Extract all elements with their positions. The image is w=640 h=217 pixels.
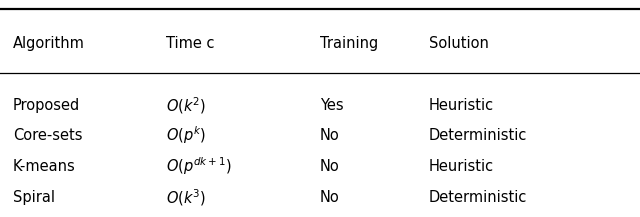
Text: Algorithm: Algorithm [13,36,84,51]
Text: Solution: Solution [429,36,489,51]
Text: $\mathit{O}(p^k)$: $\mathit{O}(p^k)$ [166,125,207,146]
Text: No: No [320,190,340,205]
Text: $\mathit{O}(k^3)$: $\mathit{O}(k^3)$ [166,187,207,208]
Text: Spiral: Spiral [13,190,55,205]
Text: Heuristic: Heuristic [429,158,494,174]
Text: Training: Training [320,36,378,51]
Text: $\mathit{O}(p^{dk+1})$: $\mathit{O}(p^{dk+1})$ [166,155,232,177]
Text: Core-sets: Core-sets [13,128,83,143]
Text: $\mathit{O}(k^2)$: $\mathit{O}(k^2)$ [166,95,207,116]
Text: Heuristic: Heuristic [429,98,494,113]
Text: Yes: Yes [320,98,344,113]
Text: Deterministic: Deterministic [429,128,527,143]
Text: No: No [320,158,340,174]
Text: Time c: Time c [166,36,215,51]
Text: Proposed: Proposed [13,98,80,113]
Text: K-means: K-means [13,158,76,174]
Text: Deterministic: Deterministic [429,190,527,205]
Text: No: No [320,128,340,143]
